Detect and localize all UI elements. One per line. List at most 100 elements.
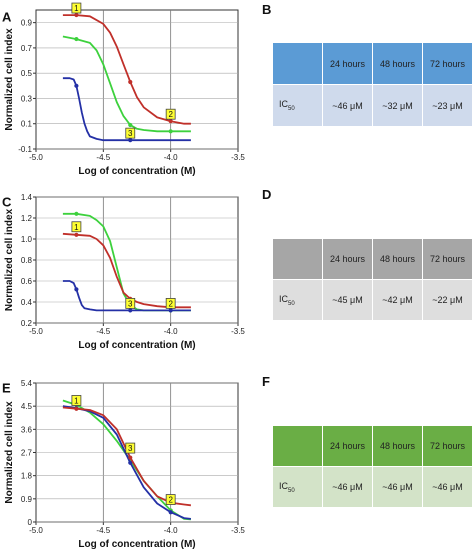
data-point bbox=[168, 510, 173, 515]
series-line-0 bbox=[62, 14, 191, 125]
y-tick-label: 0.4 bbox=[21, 298, 33, 307]
x-tick-label: -5.0 bbox=[29, 327, 43, 336]
panel-letter-e: E bbox=[2, 381, 11, 396]
y-tick-label: -0.1 bbox=[18, 145, 32, 154]
table-header-cell: 24 hours bbox=[322, 238, 373, 280]
marker-box bbox=[125, 442, 136, 454]
table-cell: ~46 μM bbox=[322, 466, 373, 508]
x-tick-label: -4.0 bbox=[164, 327, 178, 336]
chart-panel-e: E -5.0 -4.5 -4.0 -3.5 0 0.9 1.8 2.7 3.6 4.5 5.4 Log … bbox=[2, 379, 245, 550]
marker-label: 3 bbox=[128, 129, 133, 138]
panel-letter-c: C bbox=[2, 195, 12, 210]
y-tick-label: 3.6 bbox=[21, 425, 33, 434]
data-point bbox=[74, 406, 79, 411]
table-header-cell: 48 hours bbox=[372, 42, 423, 85]
marker-label: 3 bbox=[128, 444, 133, 453]
table-cell: ~42 μM bbox=[372, 279, 423, 321]
table-header-cell: 72 hours bbox=[422, 238, 473, 280]
data-point bbox=[74, 12, 79, 18]
table-cell: ~46 μM bbox=[422, 466, 473, 508]
ic50-table-b: 24 hours 48 hours 72 hours IC50 ~46 μM ~… bbox=[272, 42, 473, 127]
table-header-row: 24 hours 48 hours 72 hours bbox=[272, 238, 473, 280]
plot-area bbox=[35, 9, 239, 150]
data-point bbox=[168, 119, 173, 124]
marker-label: 3 bbox=[128, 299, 133, 308]
ic50-table-d: 24 hours 48 hours 72 hours IC50 ~45 μM ~… bbox=[272, 238, 473, 321]
table-row: IC50 ~45 μM ~42 μM ~22 μM bbox=[272, 279, 473, 321]
data-point bbox=[128, 455, 133, 460]
marker-box bbox=[71, 2, 82, 14]
chart-panel-a: A -5.0 -4.5 -4.0 -3.5 -0.1 0.1 0.3 0.5 0.7 0.9 Log … bbox=[2, 2, 245, 177]
x-tick-label: -3.5 bbox=[231, 526, 245, 535]
table-row: IC50 ~46 μM ~32 μM ~23 μM bbox=[272, 84, 473, 127]
x-tick-label: -3.5 bbox=[231, 153, 245, 162]
table-cell: ~32 μM bbox=[372, 84, 423, 127]
y-tick-label: 1.0 bbox=[21, 235, 33, 244]
marker-box bbox=[165, 297, 176, 309]
marker-box bbox=[71, 395, 82, 406]
data-point bbox=[74, 211, 79, 216]
marker-box bbox=[71, 221, 82, 233]
x-tick-label: -4.5 bbox=[96, 153, 110, 162]
series-line-1 bbox=[62, 35, 191, 133]
ic50-row-label: IC50 bbox=[272, 279, 323, 321]
x-tick-label: -5.0 bbox=[29, 153, 43, 162]
y-tick-label: 5.4 bbox=[21, 379, 33, 388]
table-cell: ~46 μM bbox=[372, 466, 423, 508]
x-axis-label: Log of concentration (M) bbox=[78, 340, 195, 351]
data-point bbox=[128, 79, 133, 85]
y-tick-label: 0.9 bbox=[21, 495, 33, 504]
y-axis-label: Normalized cell index bbox=[4, 208, 15, 311]
marker-box bbox=[165, 108, 176, 120]
data-point bbox=[74, 83, 79, 88]
y-tick-label: 0.5 bbox=[21, 69, 33, 78]
marker-box bbox=[125, 297, 136, 309]
series-line-2 bbox=[62, 77, 191, 142]
table-header-row: 24 hours 48 hours 72 hours bbox=[272, 425, 473, 467]
y-tick-label: 1.4 bbox=[21, 193, 33, 202]
y-tick-label: 0.2 bbox=[21, 319, 33, 328]
x-axis-label: Log of concentration (M) bbox=[78, 539, 195, 550]
x-tick-label: -4.0 bbox=[164, 153, 178, 162]
x-tick-label: -4.5 bbox=[96, 327, 110, 336]
y-tick-label: 4.5 bbox=[21, 402, 33, 411]
y-tick-label: 0.8 bbox=[21, 256, 33, 265]
marker-label: 1 bbox=[74, 396, 79, 405]
marker-label: 2 bbox=[168, 110, 173, 119]
table-header-cell: 48 hours bbox=[372, 238, 423, 280]
y-tick-label: 0 bbox=[28, 518, 33, 527]
table-corner-cell bbox=[272, 425, 323, 467]
marker-box bbox=[125, 127, 136, 139]
y-tick-label: 1.8 bbox=[21, 472, 33, 481]
marker-label: 2 bbox=[168, 496, 173, 505]
chart-panel-c: C -5.0 -4.5 -4.0 -3.5 0.2 0.4 0.6 0.8 1.0 1.2 1.4 Lo… bbox=[2, 193, 245, 351]
ic50-row-label: IC50 bbox=[272, 466, 323, 508]
table-cell: ~23 μM bbox=[422, 84, 473, 127]
y-tick-label: 1.2 bbox=[21, 214, 33, 223]
y-tick-label: 0.7 bbox=[21, 44, 33, 53]
data-point bbox=[128, 460, 133, 465]
y-tick-label: 0.9 bbox=[21, 19, 33, 28]
table-cell: ~22 μM bbox=[422, 279, 473, 321]
x-tick-label: -3.5 bbox=[231, 327, 245, 336]
y-tick-label: 2.7 bbox=[21, 449, 33, 458]
y-tick-label: 0.1 bbox=[21, 120, 33, 129]
table-header-row: 24 hours 48 hours 72 hours bbox=[272, 42, 473, 85]
x-tick-label: -4.0 bbox=[164, 526, 178, 535]
table-header-cell: 48 hours bbox=[372, 425, 423, 467]
data-point bbox=[128, 308, 133, 313]
ic50-table-f: 24 hours 48 hours 72 hours IC50 ~46 μM ~… bbox=[272, 425, 473, 508]
y-axis-label: Normalized cell index bbox=[4, 401, 15, 504]
table-cell: ~46 μM bbox=[322, 84, 373, 127]
panel-letter-d: D bbox=[262, 187, 272, 202]
marker-box bbox=[165, 494, 176, 505]
ic50-row-label: IC50 bbox=[272, 84, 323, 127]
table-header-cell: 24 hours bbox=[322, 42, 373, 85]
table-header-cell: 72 hours bbox=[422, 425, 473, 467]
marker-label: 2 bbox=[168, 299, 173, 308]
data-point bbox=[128, 138, 133, 143]
marker-label: 1 bbox=[74, 4, 79, 13]
table-header-cell: 24 hours bbox=[322, 425, 373, 467]
table-corner-cell bbox=[272, 42, 323, 85]
